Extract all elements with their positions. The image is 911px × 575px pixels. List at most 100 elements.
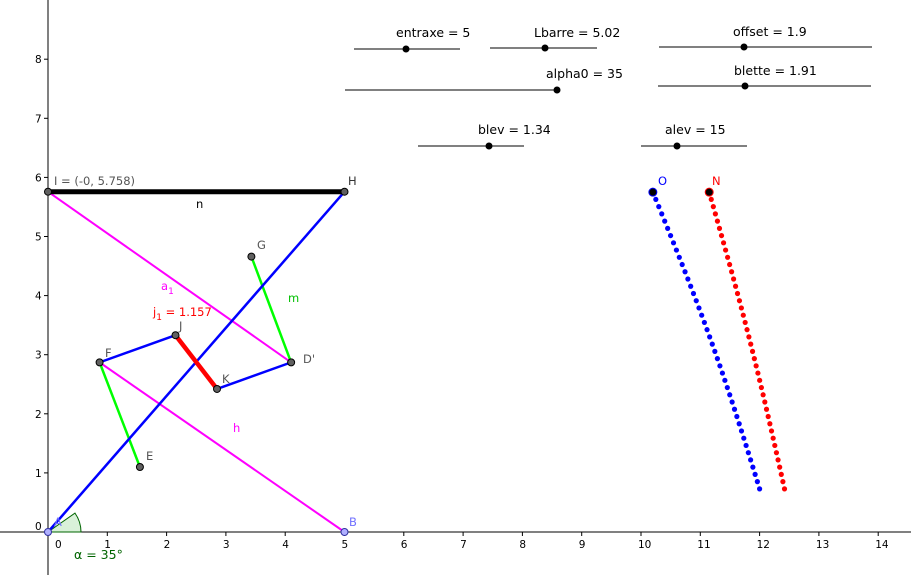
trace-o-dot: [722, 377, 728, 383]
trace-o-dot: [682, 269, 688, 275]
segment-m: [250, 256, 293, 363]
trace-o-dot: [724, 384, 730, 391]
point-e[interactable]: [135, 462, 144, 471]
x-axis-ticks: 0 1 2 3 4 5 6 7 8 9 10 11 12 13 14: [47, 532, 889, 551]
trace-o-dot: [670, 240, 677, 246]
slider-blette-handle[interactable]: [741, 82, 749, 90]
x-tick-label: 0: [55, 539, 62, 551]
label-a1: a1: [161, 279, 174, 297]
slider-offset[interactable]: offset = 1.9: [659, 24, 872, 51]
slider-alpha0-handle[interactable]: [553, 86, 561, 94]
trace-n-dot: [740, 312, 746, 318]
slider-entraxe[interactable]: entraxe = 5: [354, 25, 470, 53]
y-tick-label: 5: [35, 232, 42, 244]
trace-n-dot: [710, 204, 716, 210]
trace-n-dot: [760, 392, 766, 398]
point-h[interactable]: [340, 187, 349, 196]
trace-n-dot: [744, 327, 750, 333]
slider-lbarre[interactable]: Lbarre = 5.02: [490, 25, 620, 52]
trace-n-dot: [755, 370, 761, 376]
trace-n-dot: [777, 464, 783, 470]
trace-o-dot: [673, 247, 680, 253]
label-g: G: [257, 238, 266, 252]
label-e: E: [146, 449, 153, 463]
slider-entraxe-handle[interactable]: [402, 45, 410, 53]
angle-alpha-label: α = 35°: [74, 547, 123, 562]
trace-o-dot: [662, 218, 668, 224]
trace-n-dot: [732, 283, 739, 289]
slider-blev[interactable]: blev = 1.34: [418, 122, 551, 150]
trace-n-dot: [762, 399, 768, 405]
label-h: H: [348, 174, 357, 188]
point-o[interactable]: [648, 187, 658, 197]
y-tick-label: 7: [35, 113, 42, 125]
x-tick-label: 8: [519, 539, 526, 551]
trace-o-dot: [738, 428, 745, 434]
y-tick-label: 1: [35, 468, 42, 480]
trace-n-dot: [720, 240, 727, 246]
slider-offset-handle[interactable]: [740, 43, 748, 51]
point-f[interactable]: [95, 358, 104, 367]
point-dprime[interactable]: [287, 358, 296, 367]
y-axis-ticks: 0 1 2 3 4 5 6 7 8: [35, 54, 48, 533]
label-a: A: [54, 515, 62, 529]
segment-h: [99, 361, 346, 533]
point-g[interactable]: [247, 252, 256, 261]
y-tick-label: 8: [35, 54, 42, 66]
point-b[interactable]: [340, 528, 349, 536]
trace-o-dot: [688, 283, 694, 289]
x-tick-label: 7: [460, 539, 467, 551]
slider-blette-label: blette = 1.91: [734, 63, 817, 78]
slider-lbarre-handle[interactable]: [541, 44, 549, 52]
trace-o-dot: [667, 232, 674, 239]
trace-o-dot: [709, 341, 715, 347]
slider-entraxe-label: entraxe = 5: [396, 25, 470, 40]
label-b: B: [349, 515, 357, 529]
trace-o-dot: [719, 370, 726, 376]
point-i[interactable]: [44, 187, 52, 196]
trace-o-dot: [717, 363, 723, 369]
label-k: K: [222, 372, 230, 386]
x-tick-label: 12: [757, 539, 770, 551]
trace-o-dot: [659, 211, 665, 217]
trace-n-dot: [746, 334, 752, 340]
trace-n-dot: [725, 254, 731, 260]
trace-o-dot: [748, 457, 754, 463]
slider-alev-handle[interactable]: [673, 142, 681, 150]
trace-n-dot: [708, 196, 714, 203]
trace-o-dot: [665, 225, 671, 231]
trace-o-dot: [727, 392, 733, 398]
x-tick-label: 6: [401, 539, 408, 551]
x-tick-label: 10: [638, 539, 651, 551]
trace-o-dot: [745, 450, 751, 456]
trace-n-dot: [729, 269, 735, 275]
label-m: m: [288, 291, 299, 305]
slider-blette[interactable]: blette = 1.91: [658, 63, 871, 90]
trace-o-dot: [690, 290, 697, 297]
y-tick-label: 3: [35, 350, 42, 362]
trace-o-dot: [685, 276, 691, 282]
trace-n-dot: [763, 406, 770, 412]
label-j: J: [178, 319, 182, 333]
trace-n-dot: [780, 479, 786, 485]
x-tick-label: 14: [875, 539, 889, 551]
trace-n-dot: [768, 428, 775, 434]
point-a[interactable]: [44, 528, 52, 536]
point-k[interactable]: [213, 384, 222, 393]
trace-n-dot: [775, 457, 781, 463]
slider-blev-handle[interactable]: [485, 142, 493, 150]
trace-n-dot: [712, 211, 718, 217]
point-n[interactable]: [704, 187, 714, 197]
x-tick-label: 3: [223, 539, 230, 551]
trace-o-dot: [679, 261, 685, 268]
segment-j1: [173, 333, 219, 391]
slider-alpha0[interactable]: alpha0 = 35: [345, 66, 623, 94]
points-layer: [44, 187, 714, 536]
trace-n-dot: [767, 421, 773, 427]
slider-offset-label: offset = 1.9: [733, 24, 807, 39]
segment-green-ef: [98, 361, 142, 468]
segment-fj: [99, 334, 176, 364]
slider-alev[interactable]: alev = 15: [641, 122, 747, 150]
point-j[interactable]: [171, 331, 180, 340]
